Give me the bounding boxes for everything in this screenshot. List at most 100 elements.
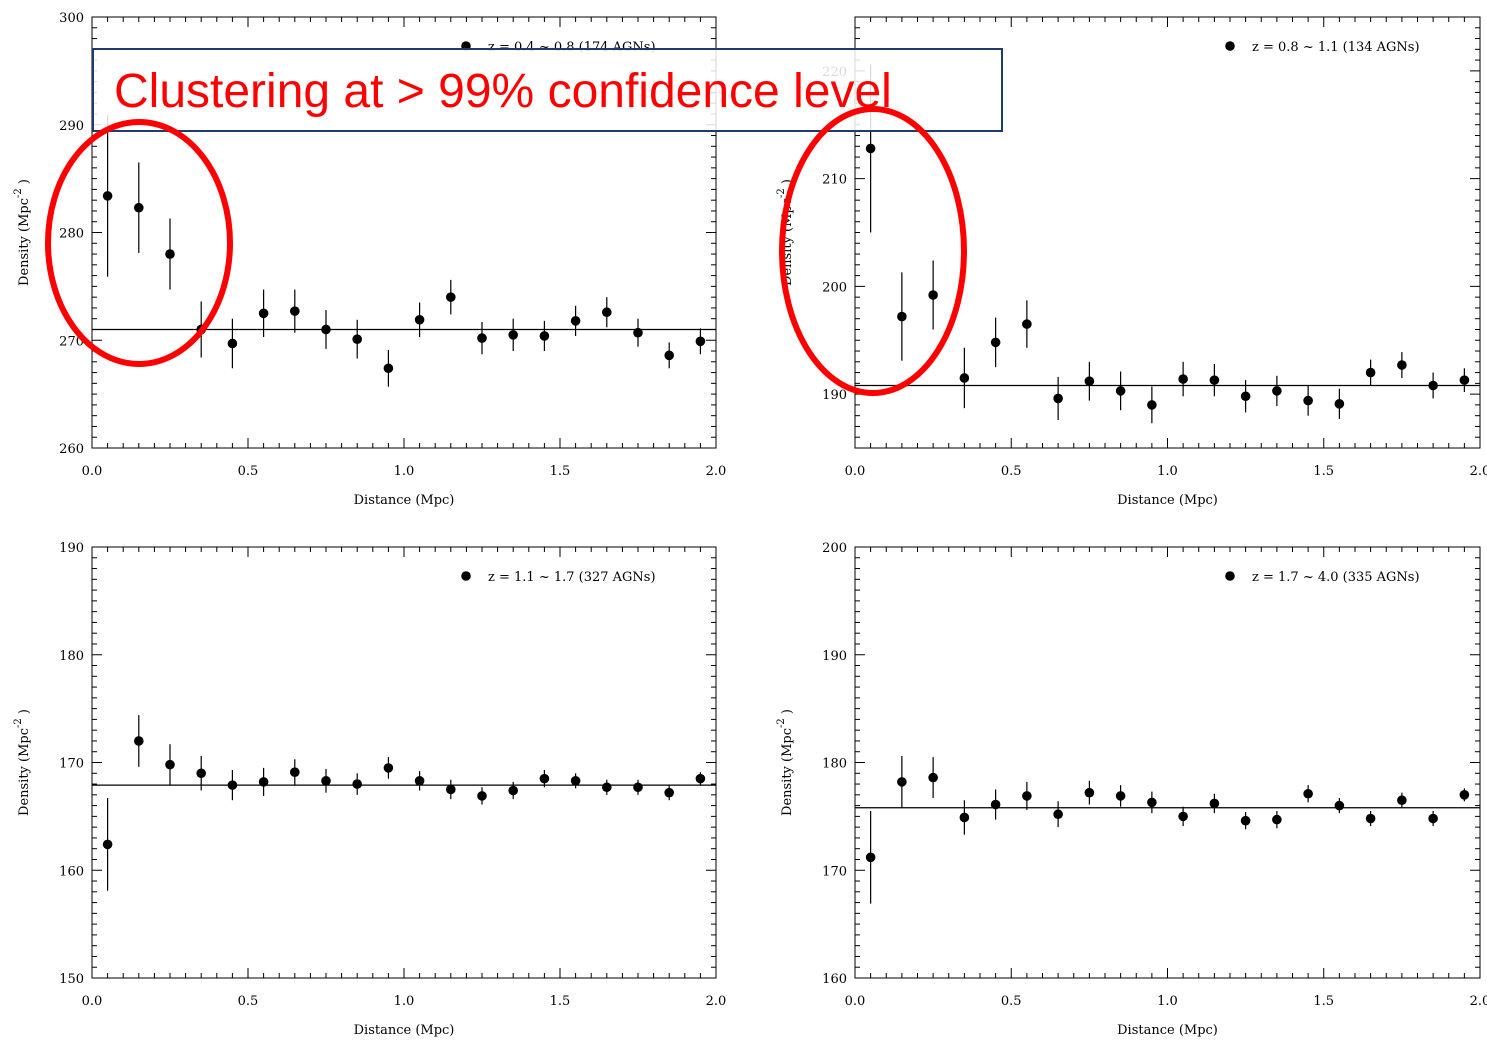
data-point (134, 202, 144, 213)
data-point (1428, 813, 1438, 824)
x-tick-label: 0.5 (238, 994, 259, 1009)
y-tick-label: 190 (822, 388, 847, 403)
x-tick-label: 1.0 (1157, 994, 1178, 1009)
data-point (258, 308, 269, 319)
data-point (1209, 375, 1220, 385)
x-tick-label: 2.0 (1470, 464, 1487, 479)
data-point (928, 772, 938, 783)
x-tick-label: 2.0 (706, 464, 727, 479)
data-point (258, 777, 269, 787)
data-point (165, 249, 175, 259)
data-point (959, 373, 970, 383)
x-tick-label: 2.0 (706, 994, 727, 1009)
data-point (352, 334, 363, 344)
data-point (1303, 788, 1313, 799)
y-axis-label: Density (Mpc-2 ) (776, 709, 795, 816)
x-axis-label: Distance (Mpc) (1117, 1023, 1218, 1038)
data-point (1334, 800, 1345, 811)
data-point (1272, 814, 1282, 825)
chart-panel-3: 0.0 0.5 1.0 1.5 2.0 150 160 170 180 190 Distance (… (13, 541, 726, 1038)
y-tick-label: 210 (822, 173, 847, 188)
data-point (290, 306, 300, 316)
legend-label: z = 1.7 ~ 4.0 (335 AGNs) (1252, 570, 1420, 585)
data-point (695, 773, 706, 784)
plot-frame (854, 546, 1481, 979)
data-point (865, 852, 876, 863)
data-point (1147, 797, 1157, 808)
x-axis-label: Distance (Mpc) (354, 1023, 455, 1038)
y-tick-label: 170 (822, 864, 847, 879)
data-point (477, 791, 487, 801)
data-point (990, 799, 1001, 810)
data-point (1334, 399, 1345, 409)
chart-panel-2: 0.00.51.01.52.0190200210220Distance (Mpc… (776, 16, 1487, 508)
y-tick-label: 300 (59, 11, 84, 26)
chart-panel-4: 0.0 0.5 1.0 1.5 2.0 160 170 180 190 200 Distance (… (776, 541, 1487, 1038)
data-point (1178, 811, 1188, 822)
data-point (1209, 798, 1220, 809)
data-point (446, 292, 456, 302)
data-point (1459, 790, 1470, 800)
data-point (102, 839, 113, 850)
data-point (664, 787, 674, 798)
data-point (102, 191, 113, 201)
data-point (196, 768, 206, 779)
y-tick-label: 150 (59, 972, 84, 987)
legend-marker (1225, 571, 1235, 581)
data-point (633, 327, 643, 338)
annotation-box: Clustering at > 99% confidence level (92, 48, 1003, 132)
data-point (321, 324, 331, 335)
data-point (165, 759, 175, 770)
data-point (290, 767, 300, 777)
data-point (227, 780, 238, 790)
x-tick-label: 0.5 (1001, 994, 1022, 1009)
y-tick-label: 290 (59, 119, 84, 134)
x-tick-label: 1.0 (394, 994, 415, 1009)
y-tick-label: 190 (822, 649, 847, 664)
data-point (1115, 791, 1126, 801)
data-point (446, 784, 456, 795)
data-point (134, 736, 144, 746)
data-point (928, 290, 938, 300)
data-point (1303, 395, 1313, 406)
x-axis-label: Distance (Mpc) (1117, 493, 1218, 508)
data-point (695, 336, 706, 347)
x-tick-label: 0.5 (238, 464, 259, 479)
y-tick-label: 200 (822, 541, 847, 556)
data-point (959, 812, 970, 823)
y-tick-label: 200 (822, 280, 847, 295)
x-tick-label: 1.5 (550, 994, 571, 1009)
legend-marker (461, 571, 471, 581)
legend-label: z = 0.8 ~ 1.1 (134 AGNs) (1252, 40, 1420, 55)
data-point (508, 785, 518, 796)
x-tick-label: 0.0 (82, 994, 103, 1009)
data-point (1240, 815, 1251, 826)
x-tick-label: 1.0 (394, 464, 415, 479)
legend-label: z = 1.1 ~ 1.7 (327 AGNs) (488, 570, 656, 585)
data-point (539, 773, 550, 784)
data-point (1022, 319, 1032, 329)
plot-frame (91, 546, 717, 979)
data-point (508, 330, 518, 340)
data-point (321, 776, 331, 786)
data-point (1397, 360, 1407, 370)
x-tick-label: 2.0 (1470, 994, 1487, 1009)
data-point (990, 337, 1001, 348)
data-point (352, 779, 363, 789)
data-point (383, 763, 394, 773)
x-tick-label: 0.5 (1001, 464, 1022, 479)
data-point (414, 776, 425, 786)
data-point (865, 143, 876, 154)
y-tick-label: 180 (822, 757, 847, 772)
data-point (1365, 367, 1376, 378)
x-tick-label: 1.5 (1313, 464, 1334, 479)
data-point (1053, 393, 1063, 404)
data-point (1084, 787, 1095, 798)
data-point (1459, 375, 1470, 385)
data-point (897, 777, 907, 787)
y-tick-label: 160 (822, 972, 847, 987)
data-point (1115, 386, 1126, 396)
x-tick-label: 1.5 (1313, 994, 1334, 1009)
